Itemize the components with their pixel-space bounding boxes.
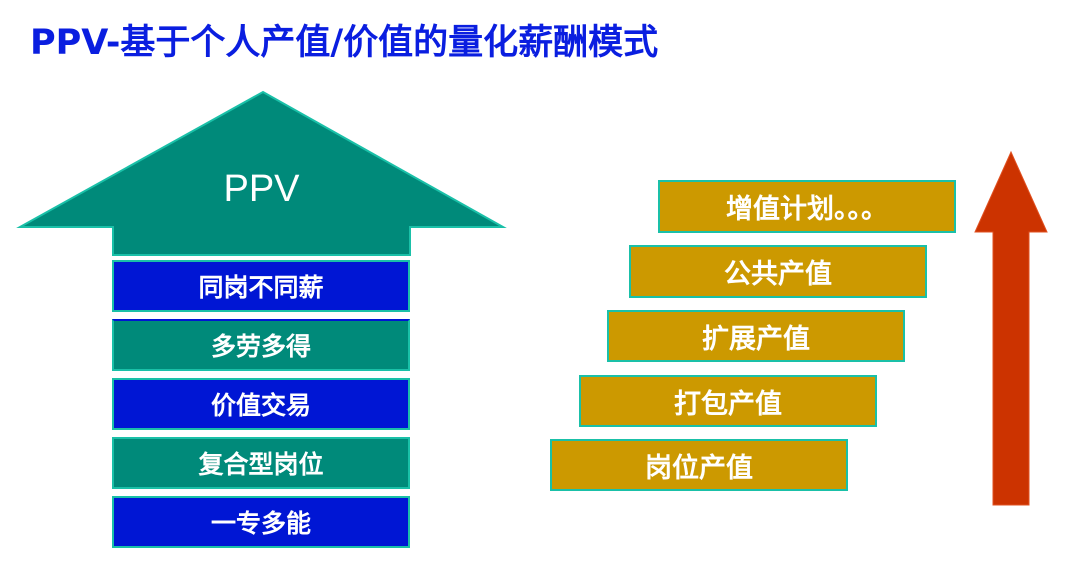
slide-title: PPV-基于个人产值/价值的量化薪酬模式 (30, 23, 659, 63)
red-up-arrow (974, 150, 1048, 506)
stair-step: 扩展产值 (607, 310, 905, 362)
pillar-item: 一专多能 (112, 496, 410, 548)
ppv-arrow-shape (16, 90, 507, 256)
pillar-item: 价值交易 (112, 378, 410, 430)
pillar-item: 多劳多得 (112, 319, 410, 371)
pillar-item: 同岗不同薪 (112, 260, 410, 312)
pillar-item: 复合型岗位 (112, 437, 410, 489)
stair-step: 公共产值 (629, 245, 927, 298)
stair-step: 岗位产值 (550, 439, 848, 491)
stair-step: 增值计划。。。 (658, 180, 956, 233)
ppv-arrow-label: PPV (223, 168, 300, 210)
stair-step: 打包产值 (579, 375, 877, 427)
